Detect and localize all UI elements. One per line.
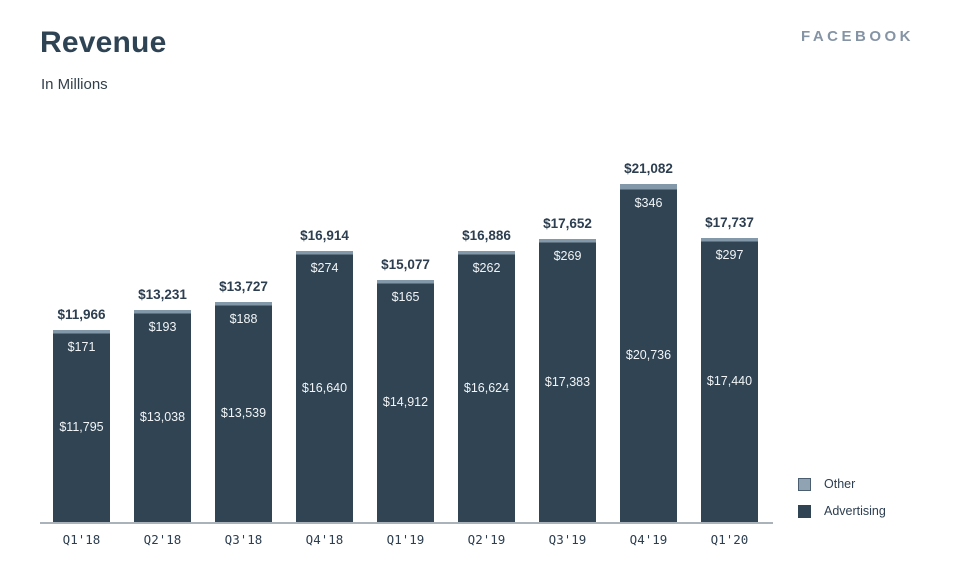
bar-total-label: $13,231 xyxy=(138,286,187,302)
bar-total-label: $17,737 xyxy=(705,214,754,230)
legend-label: Advertising xyxy=(824,504,886,518)
bar-total-label: $15,077 xyxy=(381,257,430,273)
x-axis-label: Q3'18 xyxy=(224,532,263,547)
x-axis-label: Q1'18 xyxy=(62,532,101,547)
facebook-logo: FACEBOOK xyxy=(800,28,914,45)
bar-total-label: $16,886 xyxy=(462,228,511,244)
legend-label: Other xyxy=(824,477,856,491)
page-subtitle: In Millions xyxy=(41,76,108,93)
bar-total-label: $13,727 xyxy=(219,278,268,294)
legend-swatch-advertising xyxy=(798,504,811,518)
x-axis-label: Q4'19 xyxy=(629,532,668,547)
x-axis-line xyxy=(40,522,773,524)
legend-swatch-other xyxy=(798,477,811,491)
bar-segment-other xyxy=(215,301,272,306)
x-axis-label: Q2'19 xyxy=(467,532,506,547)
bar-Q3-18: $188 $13,539 xyxy=(215,301,272,522)
bar-other-value-label: $269 xyxy=(553,249,582,264)
bar-other-value-label: $165 xyxy=(391,290,420,305)
bar-segment-other xyxy=(53,330,110,335)
bar-segment-other xyxy=(296,250,353,256)
legend-item-other: Other xyxy=(798,476,886,492)
bar-Q1-18: $171 $11,795 xyxy=(53,330,110,522)
bar-other-value-label: $274 xyxy=(310,261,339,276)
bar-Q4-18: $274 $16,640 xyxy=(296,250,353,522)
bar-segment-other xyxy=(539,238,596,244)
bar-segment-other xyxy=(134,309,191,314)
bar-Q1-19: $165 $14,912 xyxy=(377,280,434,522)
bar-other-value-label: $346 xyxy=(634,195,663,210)
bar-segment-other xyxy=(458,251,515,256)
bar-advertising-value-label: $13,038 xyxy=(139,409,186,424)
bar-other-value-label: $171 xyxy=(67,340,96,355)
x-axis-label: Q1'20 xyxy=(710,532,749,547)
x-axis-label: Q1'19 xyxy=(386,532,425,547)
bar-segment-other xyxy=(377,280,434,285)
bar-other-value-label: $188 xyxy=(229,311,258,326)
bar-total-label: $21,082 xyxy=(624,161,673,176)
bar-advertising-value-label: $17,440 xyxy=(706,374,753,389)
bar-advertising-value-label: $17,383 xyxy=(544,374,591,389)
bar-advertising-value-label: $20,736 xyxy=(625,347,672,362)
x-axis-label: Q2'18 xyxy=(143,532,182,547)
bar-other-value-label: $193 xyxy=(148,319,177,334)
chart-legend: Other Advertising xyxy=(798,476,886,530)
bar-advertising-value-label: $16,640 xyxy=(301,380,348,395)
bar-advertising-value-label: $14,912 xyxy=(382,395,429,410)
bar-Q3-19: $269 $17,383 xyxy=(539,238,596,522)
bar-segment-other xyxy=(701,237,758,243)
bar-advertising-value-label: $13,539 xyxy=(220,405,267,420)
bar-advertising-value-label: $16,624 xyxy=(463,380,510,395)
legend-item-advertising: Advertising xyxy=(798,503,886,519)
bar-total-label: $11,966 xyxy=(57,307,106,323)
bar-segment-other xyxy=(620,184,677,190)
bar-total-label: $16,914 xyxy=(300,227,349,243)
bar-other-value-label: $262 xyxy=(472,261,501,276)
x-axis-label: Q4'18 xyxy=(305,532,344,547)
x-axis-label: Q3'19 xyxy=(548,532,587,547)
bar-Q2-18: $193 $13,038 xyxy=(134,309,191,522)
bar-advertising-value-label: $11,795 xyxy=(59,420,104,435)
bar-Q2-19: $262 $16,624 xyxy=(458,251,515,522)
page-title: Revenue xyxy=(40,26,167,59)
bar-total-label: $17,652 xyxy=(543,215,592,231)
bar-Q4-19: $346 $20,736 xyxy=(620,184,677,522)
bar-other-value-label: $297 xyxy=(715,248,744,263)
bar-Q1-20: $297 $17,440 xyxy=(701,237,758,522)
